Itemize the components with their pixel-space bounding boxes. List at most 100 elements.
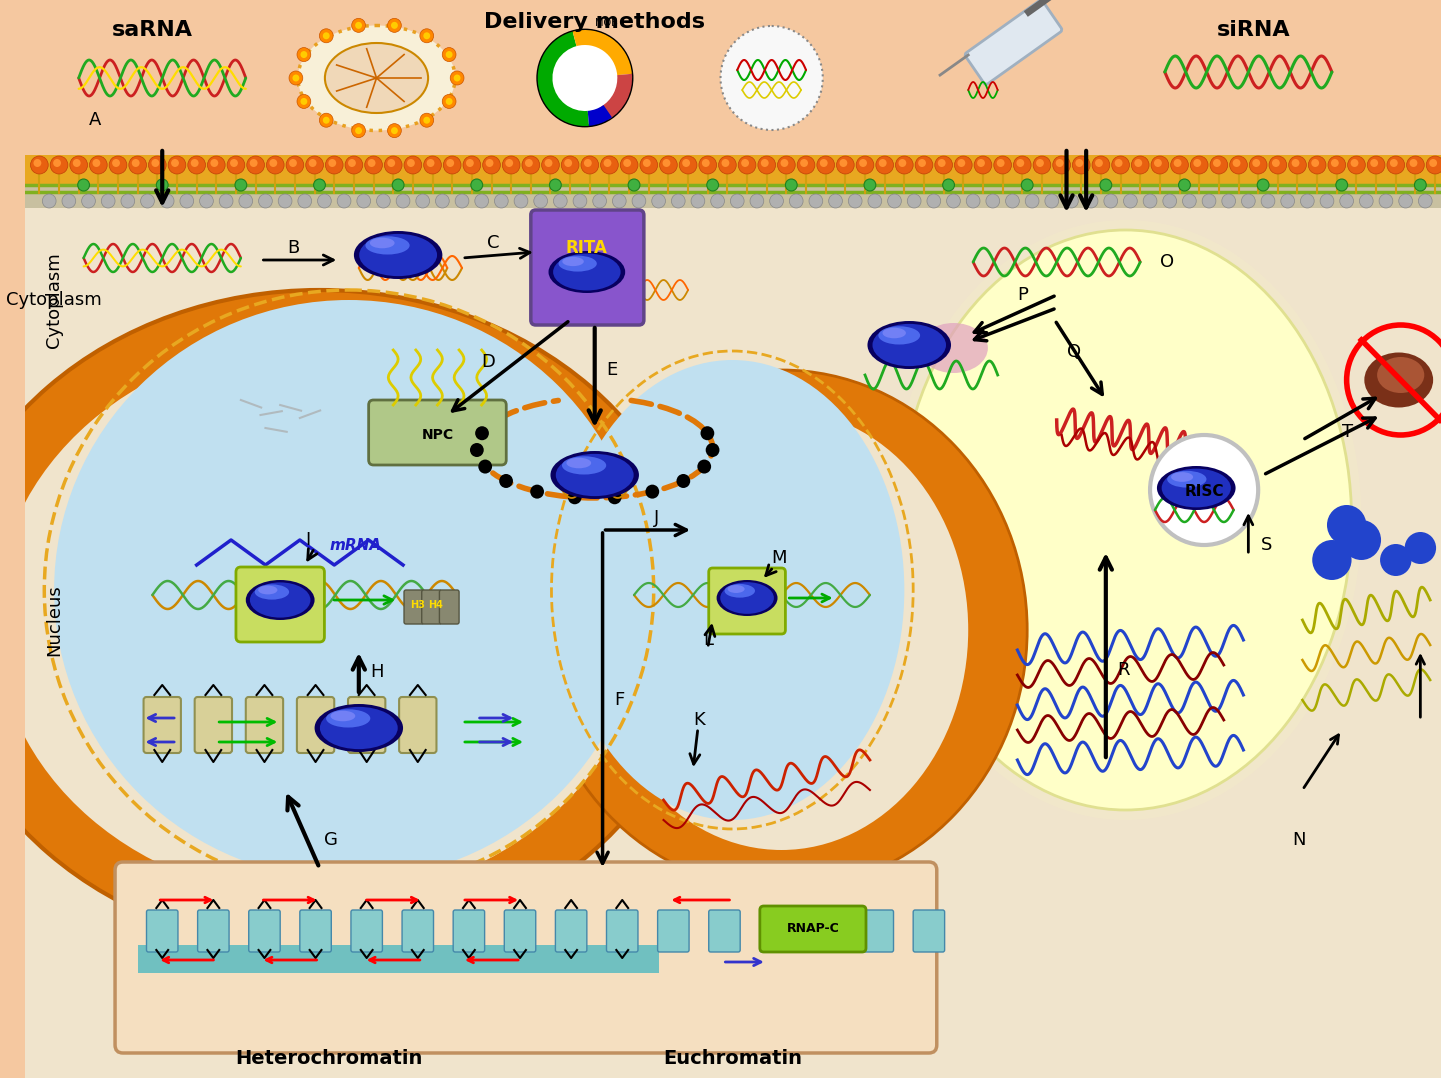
Circle shape [908, 194, 921, 208]
FancyBboxPatch shape [144, 697, 182, 754]
Circle shape [1313, 540, 1352, 580]
Circle shape [829, 194, 843, 208]
Circle shape [1252, 158, 1259, 167]
FancyBboxPatch shape [530, 210, 644, 324]
Circle shape [584, 158, 592, 167]
Circle shape [938, 158, 945, 167]
Ellipse shape [725, 584, 755, 597]
Ellipse shape [872, 323, 945, 367]
Circle shape [1229, 156, 1248, 174]
Circle shape [128, 156, 147, 174]
Circle shape [465, 158, 474, 167]
Circle shape [419, 113, 434, 127]
Wedge shape [537, 31, 589, 126]
Circle shape [1386, 156, 1405, 174]
Circle shape [865, 179, 876, 191]
Ellipse shape [354, 231, 442, 279]
Circle shape [391, 127, 398, 134]
Circle shape [320, 29, 333, 43]
Circle shape [141, 194, 154, 208]
Circle shape [357, 194, 370, 208]
Circle shape [354, 127, 362, 134]
Circle shape [702, 158, 710, 167]
Circle shape [1406, 156, 1424, 174]
Circle shape [180, 194, 193, 208]
Text: P: P [1017, 286, 1029, 304]
Circle shape [1368, 156, 1385, 174]
Circle shape [1405, 533, 1437, 564]
Circle shape [246, 156, 265, 174]
Circle shape [62, 194, 76, 208]
Text: F: F [614, 691, 624, 709]
Circle shape [840, 158, 847, 167]
Ellipse shape [370, 238, 395, 248]
Circle shape [101, 194, 115, 208]
Circle shape [388, 158, 395, 167]
Circle shape [974, 156, 991, 174]
Circle shape [549, 179, 562, 191]
Text: Cytoplasm: Cytoplasm [45, 252, 63, 348]
Ellipse shape [550, 451, 638, 499]
Circle shape [1065, 194, 1078, 208]
Circle shape [1311, 158, 1319, 167]
Text: MOB: MOB [595, 18, 618, 28]
Circle shape [287, 156, 304, 174]
FancyBboxPatch shape [352, 910, 382, 952]
Circle shape [682, 158, 690, 167]
Circle shape [391, 22, 398, 29]
Circle shape [1013, 156, 1032, 174]
Circle shape [568, 490, 582, 505]
Circle shape [470, 443, 484, 457]
Circle shape [1104, 194, 1118, 208]
FancyBboxPatch shape [402, 910, 434, 952]
Bar [24, 155, 1441, 183]
Circle shape [297, 95, 311, 109]
FancyBboxPatch shape [965, 0, 1062, 84]
Circle shape [424, 116, 431, 124]
Circle shape [778, 156, 795, 174]
Ellipse shape [1025, 393, 1226, 646]
Text: G: G [324, 831, 339, 849]
Text: K: K [693, 711, 705, 729]
Circle shape [337, 194, 352, 208]
Circle shape [633, 194, 646, 208]
Wedge shape [588, 105, 612, 126]
Circle shape [187, 156, 206, 174]
Circle shape [533, 194, 548, 208]
Circle shape [427, 158, 435, 167]
Circle shape [565, 158, 572, 167]
FancyBboxPatch shape [709, 568, 785, 634]
Circle shape [301, 51, 307, 58]
Circle shape [326, 156, 343, 174]
Circle shape [1257, 179, 1270, 191]
Circle shape [676, 474, 690, 488]
Circle shape [471, 179, 483, 191]
Circle shape [506, 158, 513, 167]
Circle shape [463, 156, 481, 174]
Circle shape [758, 156, 775, 174]
FancyBboxPatch shape [440, 590, 460, 624]
Ellipse shape [1048, 423, 1203, 617]
Ellipse shape [249, 582, 310, 618]
Circle shape [620, 156, 638, 174]
Circle shape [235, 179, 246, 191]
Circle shape [553, 194, 568, 208]
Ellipse shape [882, 328, 906, 338]
Circle shape [628, 179, 640, 191]
Text: Cytoplasm: Cytoplasm [6, 291, 102, 309]
Ellipse shape [1003, 365, 1248, 675]
Ellipse shape [1157, 466, 1235, 510]
Circle shape [706, 443, 719, 457]
Circle shape [447, 158, 454, 167]
Bar [138, 945, 659, 973]
Circle shape [817, 156, 834, 174]
Circle shape [392, 179, 403, 191]
Circle shape [1150, 436, 1258, 545]
Circle shape [879, 158, 886, 167]
Circle shape [859, 158, 867, 167]
Circle shape [1249, 156, 1267, 174]
Ellipse shape [595, 410, 968, 849]
Circle shape [604, 158, 611, 167]
Circle shape [800, 158, 808, 167]
Circle shape [1053, 156, 1071, 174]
